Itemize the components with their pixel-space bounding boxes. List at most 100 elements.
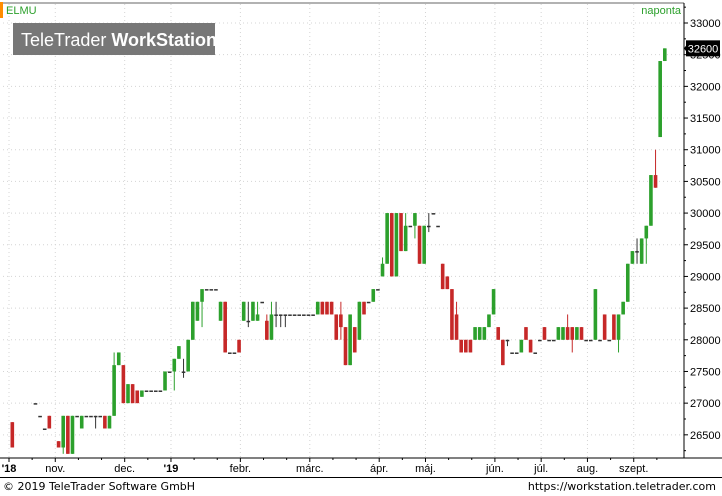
x-tick-label: '19 <box>164 463 179 475</box>
bar-body <box>445 276 450 290</box>
bar-body <box>315 301 320 315</box>
bar-body <box>459 339 463 353</box>
bar-body <box>389 213 394 277</box>
price-bar <box>70 415 75 454</box>
price-bar <box>556 327 561 340</box>
price-bar <box>464 339 468 353</box>
price-bar <box>431 213 436 215</box>
price-bar <box>588 339 593 342</box>
price-bar <box>209 289 214 291</box>
x-tick-label: szept. <box>619 463 648 475</box>
bar-body <box>79 415 84 429</box>
price-bar <box>116 352 121 366</box>
price-bar <box>436 225 440 228</box>
bar-body <box>84 415 89 418</box>
bar-body <box>38 415 42 418</box>
bar-body <box>496 327 501 340</box>
bar-body <box>228 352 232 354</box>
bar-body <box>278 314 283 316</box>
price-bar <box>89 415 93 418</box>
y-tick-label: 29500 <box>690 240 721 252</box>
price-bar <box>542 327 547 340</box>
bar-body <box>510 352 514 354</box>
bar-body <box>103 415 107 429</box>
bar-body <box>251 301 255 321</box>
copyright-text: © 2019 TeleTrader Software GmbH <box>3 480 196 493</box>
price-bar <box>172 358 177 391</box>
bar-body <box>302 314 306 316</box>
bar-body <box>464 339 468 353</box>
price-bar <box>177 346 181 359</box>
price-bar <box>315 301 320 315</box>
price-bar <box>593 289 598 340</box>
x-tick-label: júl. <box>533 463 548 475</box>
bar-body <box>232 352 237 354</box>
bar-body <box>47 415 52 429</box>
price-bar <box>311 314 315 316</box>
bar-body <box>616 314 621 340</box>
bar-body <box>565 327 570 340</box>
price-bar <box>66 415 70 454</box>
bar-body <box>653 175 658 188</box>
bar-body <box>426 225 431 228</box>
bar-body <box>200 289 204 302</box>
bar-body <box>190 301 195 340</box>
bar-body <box>528 339 533 353</box>
price-bar <box>362 301 366 315</box>
price-bar <box>237 339 241 353</box>
price-bar <box>163 371 167 391</box>
price-bar <box>575 327 579 340</box>
bar-body <box>297 314 302 316</box>
site-url-link[interactable]: https://workstation.teletrader.com <box>527 480 716 493</box>
price-bar <box>399 213 403 252</box>
bar-body <box>343 327 348 366</box>
y-tick-label: 29000 <box>690 271 721 283</box>
price-bar <box>403 213 408 252</box>
x-tick-label: márc. <box>296 463 324 475</box>
price-bar <box>329 301 334 315</box>
bar-body <box>621 301 625 315</box>
price-bar <box>607 339 612 342</box>
y-tick-label: 31500 <box>690 113 721 125</box>
bar-body <box>89 415 93 418</box>
bar-body <box>352 327 357 353</box>
bar-body <box>570 327 575 340</box>
bar-body <box>75 415 79 418</box>
price-bar <box>524 327 528 340</box>
price-bar <box>325 301 329 315</box>
price-bar <box>93 415 98 429</box>
bar-body <box>477 327 482 340</box>
price-bar <box>190 301 195 340</box>
price-bar <box>84 415 89 418</box>
bar-body <box>394 213 399 277</box>
bar-body <box>33 403 38 405</box>
price-bar <box>394 213 399 277</box>
price-bar <box>417 225 422 264</box>
bar-body <box>70 415 75 454</box>
y-tick-label: 32000 <box>690 81 721 93</box>
bar-body <box>380 263 385 277</box>
price-bar <box>204 289 209 291</box>
price-bar <box>570 327 575 353</box>
bar-body <box>533 352 538 354</box>
watermark-teletrader: TeleTrader <box>21 30 106 50</box>
chart-interval: naponta <box>641 5 682 17</box>
bar-body <box>311 314 315 316</box>
price-bar <box>487 314 491 328</box>
price-bar <box>140 390 144 397</box>
x-tick-label: nov. <box>45 463 65 475</box>
bar-body <box>612 314 616 340</box>
bar-body <box>436 225 440 228</box>
price-bar <box>376 289 380 291</box>
price-bar <box>510 352 514 354</box>
price-bar <box>47 415 52 429</box>
bar-body <box>329 301 334 315</box>
price-bar <box>121 365 126 404</box>
bar-body <box>413 213 417 226</box>
bar-body <box>556 327 561 340</box>
chart-symbol: ELMU <box>6 5 37 17</box>
bar-body <box>177 346 181 359</box>
bar-body <box>514 352 519 354</box>
